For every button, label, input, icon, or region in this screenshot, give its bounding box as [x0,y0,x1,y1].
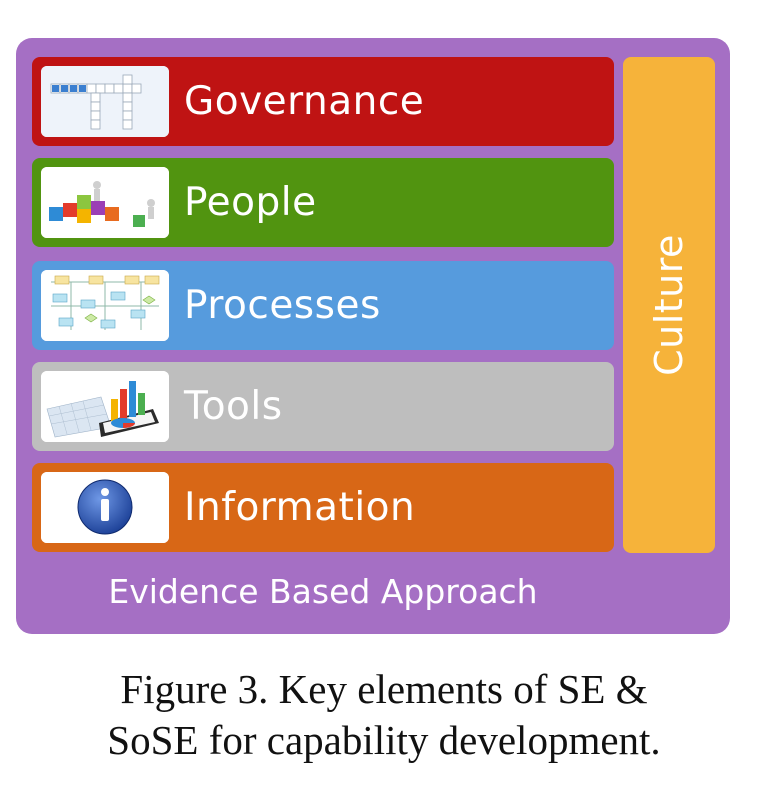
info-icon [41,472,169,543]
crossword-icon [41,66,169,137]
layer-label: Tools [184,384,283,429]
caption-line: SoSE for capability development. [107,717,661,763]
layer-people: People [32,158,614,247]
layer-processes: Processes [32,261,614,350]
layer-label: Processes [184,283,381,328]
foundation-label: Evidence Based Approach [108,572,538,611]
layer-information: Information [32,463,614,552]
chart-tablet-icon [41,371,169,442]
figure-caption: Figure 3. Key elements of SE & SoSE for … [0,664,768,766]
culture-pillar: Culture [623,57,715,553]
layer-label: Information [184,485,416,530]
layer-label: Governance [184,79,425,124]
flowchart-icon [41,270,169,341]
layer-governance: Governance [32,57,614,146]
layer-tools: Tools [32,362,614,451]
puzzle-people-icon [41,167,169,238]
culture-label: Culture [647,234,691,376]
layer-label: People [184,180,317,225]
caption-line: Figure 3. Key elements of SE & [120,666,648,712]
